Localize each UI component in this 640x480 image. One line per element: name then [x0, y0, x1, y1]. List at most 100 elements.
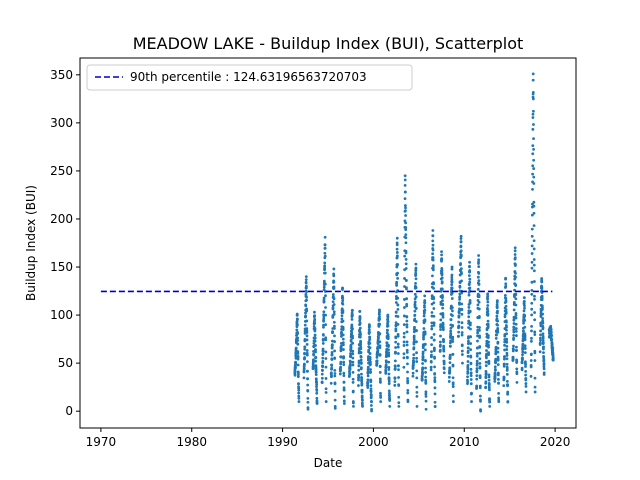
data-point — [513, 249, 517, 253]
data-point — [393, 367, 397, 371]
data-point — [315, 383, 319, 386]
data-point — [349, 346, 353, 350]
data-point — [360, 388, 364, 392]
legend-box — [86, 64, 413, 91]
data-point — [386, 324, 390, 328]
data-point — [432, 301, 436, 305]
data-point — [323, 246, 327, 250]
data-point — [369, 387, 373, 391]
data-point — [368, 357, 372, 361]
data-point — [331, 330, 335, 334]
data-point — [387, 379, 391, 383]
data-point — [514, 327, 518, 330]
data-point — [477, 258, 481, 262]
data-point — [459, 262, 462, 265]
data-point — [396, 271, 399, 275]
y-axis-label: Buildup Index (BUI) — [24, 185, 38, 301]
data-point — [530, 329, 533, 333]
data-point — [533, 330, 537, 334]
data-point — [475, 362, 479, 365]
data-point — [511, 357, 515, 361]
data-point — [486, 336, 490, 339]
data-point — [432, 286, 435, 290]
data-point — [438, 348, 442, 352]
data-point — [493, 379, 497, 383]
data-point — [494, 360, 498, 364]
data-point — [515, 367, 519, 371]
data-point — [539, 336, 542, 340]
data-point — [413, 292, 417, 296]
data-point — [433, 365, 436, 369]
data-point — [378, 370, 382, 374]
data-point — [441, 302, 445, 306]
data-point — [402, 335, 406, 339]
data-point — [470, 391, 473, 395]
data-point — [331, 293, 335, 296]
data-point — [321, 356, 325, 360]
data-point — [429, 365, 433, 369]
data-point — [293, 373, 297, 377]
data-point — [348, 362, 352, 366]
data-point — [359, 351, 363, 354]
data-point — [368, 330, 371, 334]
data-point — [394, 351, 397, 355]
data-point — [412, 353, 416, 357]
data-point — [478, 345, 482, 348]
data-point — [433, 404, 437, 408]
data-point — [323, 282, 327, 286]
data-point — [477, 307, 481, 311]
data-point — [487, 343, 490, 347]
data-point — [414, 320, 418, 323]
data-point — [414, 281, 417, 285]
data-point — [377, 325, 381, 328]
data-point — [487, 375, 491, 379]
data-point — [341, 333, 345, 337]
data-point — [505, 340, 509, 344]
data-point — [304, 278, 308, 282]
data-point — [451, 381, 455, 385]
data-point — [360, 382, 364, 386]
data-point — [533, 351, 537, 355]
data-point — [550, 342, 554, 346]
data-point — [466, 354, 470, 358]
data-point — [487, 362, 491, 365]
data-point — [487, 359, 491, 363]
data-point — [530, 292, 534, 296]
y-tick-label: 350 — [50, 68, 73, 82]
data-point — [404, 228, 408, 232]
data-point — [538, 341, 542, 345]
data-point — [479, 399, 482, 403]
data-point — [368, 352, 372, 355]
data-point — [315, 389, 319, 392]
data-point — [359, 347, 363, 351]
data-point — [342, 380, 346, 384]
data-point — [468, 301, 472, 305]
data-point — [468, 286, 472, 290]
y-tick-label: 250 — [50, 164, 73, 178]
x-axis-ticks: 1970 1980 1990 2000 2010 2020 — [86, 428, 570, 449]
data-point — [475, 359, 479, 363]
data-point — [439, 328, 442, 331]
data-point — [414, 266, 418, 270]
data-point — [467, 283, 471, 286]
data-point — [397, 368, 400, 372]
data-point — [405, 325, 409, 329]
data-point — [405, 330, 409, 334]
data-point — [512, 325, 516, 329]
data-point — [324, 294, 327, 298]
data-point — [466, 342, 470, 346]
data-point — [478, 384, 482, 388]
data-point — [484, 371, 488, 375]
data-point — [477, 254, 480, 257]
data-point — [394, 336, 398, 340]
data-point — [550, 334, 554, 337]
data-point — [341, 337, 345, 341]
y-tick-label: 50 — [58, 356, 73, 370]
data-point — [358, 309, 362, 313]
data-point — [440, 250, 443, 254]
data-point — [441, 315, 445, 319]
data-point — [530, 288, 534, 292]
data-point — [303, 347, 307, 351]
data-point — [551, 356, 555, 360]
data-point — [393, 380, 397, 383]
